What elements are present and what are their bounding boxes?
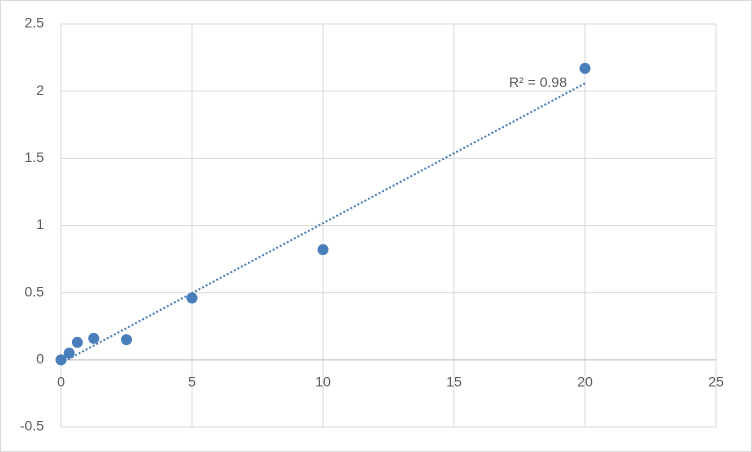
- point: [186, 292, 198, 304]
- y-tick-label: -0.5: [20, 418, 44, 434]
- trendline: [60, 82, 586, 364]
- trendline-label: R² = 0.98: [509, 74, 567, 90]
- point: [63, 347, 75, 359]
- point: [71, 336, 83, 348]
- y-tick-label: 2: [36, 82, 44, 98]
- y-tick-label: 1.5: [25, 149, 45, 165]
- point: [121, 334, 132, 346]
- point: [317, 244, 329, 256]
- x-tick-label: 25: [708, 374, 724, 390]
- x-tick-label: 5: [188, 374, 196, 390]
- y-tick-label: 2.5: [25, 15, 45, 31]
- point: [55, 354, 67, 366]
- y-tick-label: 0.5: [25, 283, 45, 299]
- x-tick-label: 0: [57, 374, 65, 390]
- x-tick-label: 20: [577, 374, 593, 390]
- point: [88, 332, 100, 344]
- y-tick-label: 0: [36, 351, 44, 367]
- y-tick-label: 1: [36, 216, 44, 232]
- point: [579, 62, 591, 74]
- x-tick-label: 10: [315, 374, 331, 390]
- x-tick-label: 15: [446, 374, 462, 390]
